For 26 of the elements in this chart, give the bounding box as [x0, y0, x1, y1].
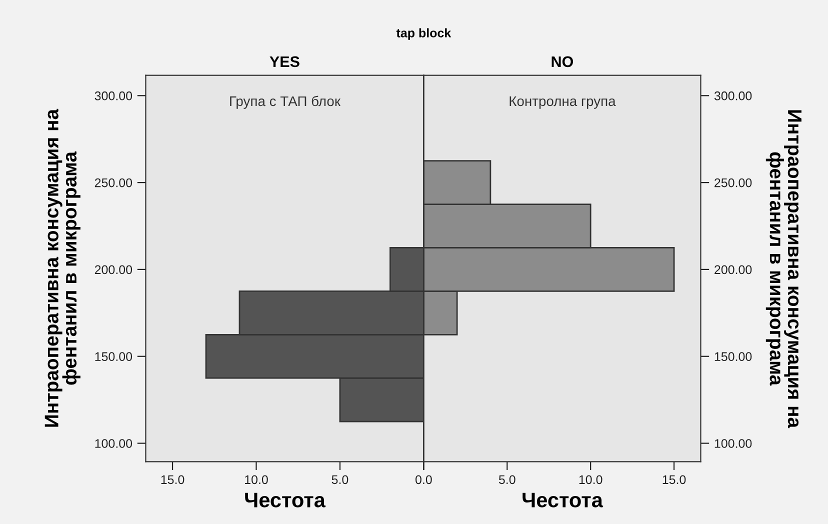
annotation: Група с ТАП блок: [230, 96, 341, 109]
y-axis-title: Интраоперативна консумация на фентанил в микрограма: [44, 108, 80, 427]
y-tick-label: 200.00: [714, 265, 752, 274]
x-tick-label: 0.0: [415, 475, 432, 484]
y-tick-label: 200.00: [94, 265, 132, 274]
chart-title: NO: [552, 56, 574, 68]
y-tick-label: 100.00: [714, 439, 752, 448]
x-tick-label: 10.0: [245, 475, 268, 484]
x-axis-title: Честота: [245, 492, 326, 508]
annotation: Контролна група: [510, 96, 616, 109]
x-axis-title: Честота: [522, 492, 604, 508]
y-tick-label: 150.00: [714, 352, 752, 362]
x-tick-label: 5.0: [498, 475, 516, 484]
text: tap block: [396, 28, 452, 40]
x-tick-label: 10.0: [579, 475, 602, 484]
y-tick-label: 300.00: [94, 91, 132, 100]
chart-title: YES: [270, 56, 300, 68]
x-tick-label: 15.0: [161, 475, 184, 484]
y-tick-label: 250.00: [714, 178, 752, 188]
y-tick-label: 300.00: [714, 91, 752, 100]
y-tick-label: 250.00: [94, 178, 132, 188]
x-tick-label: 5.0: [332, 475, 348, 484]
x-tick-label: 15.0: [662, 475, 686, 484]
y-tick-label: 100.00: [95, 439, 132, 448]
y-tick-label: 150.00: [95, 352, 132, 362]
y-axis-title: Интраоперативна консумация на фентанил в микрограма: [766, 110, 802, 428]
